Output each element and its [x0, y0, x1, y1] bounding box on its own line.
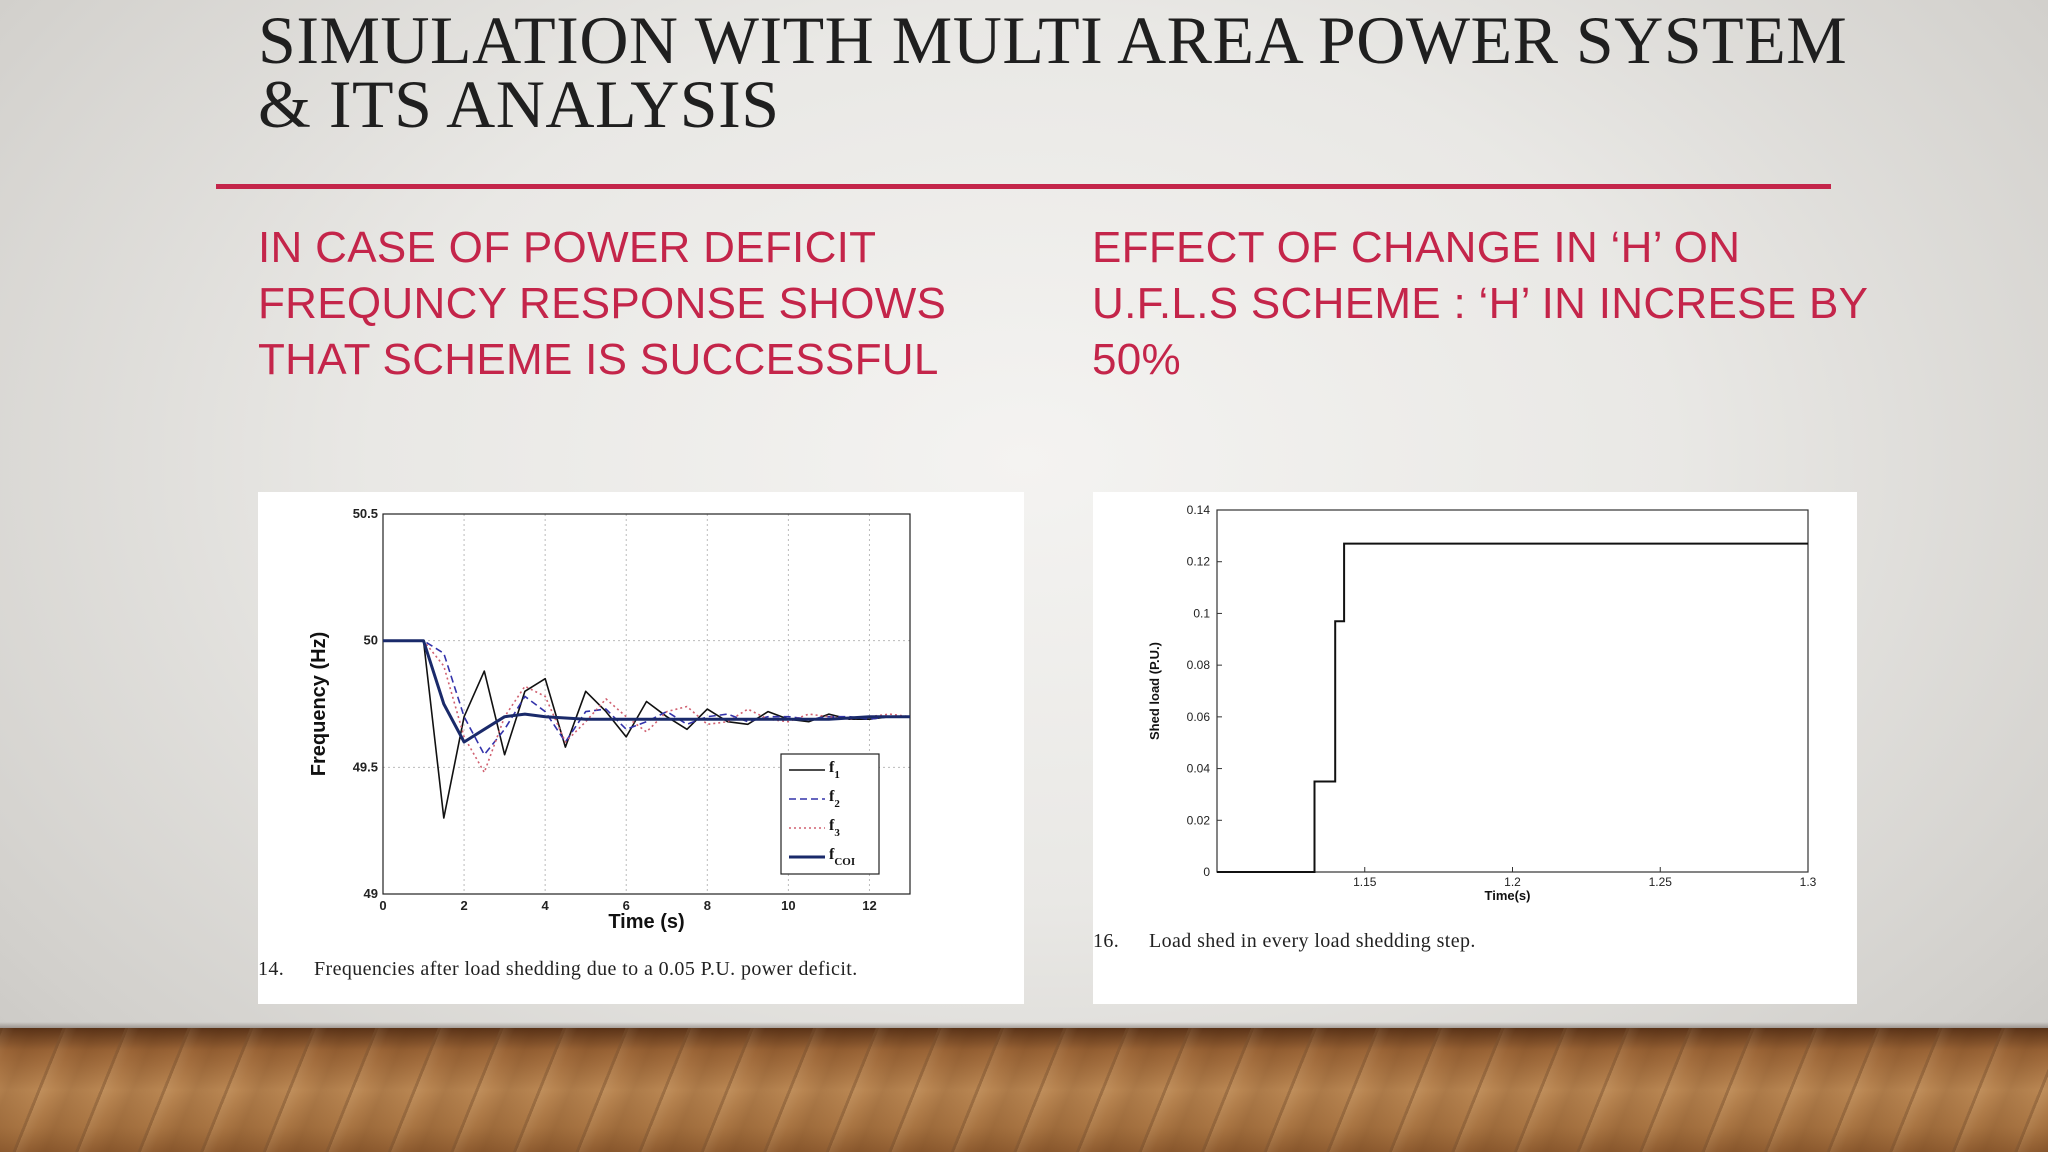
series-line-f2 [383, 639, 910, 756]
x-axis-label: Time(s) [1485, 888, 1531, 903]
slide-title-line-1: SIMULATION WITH MULTI AREA POWER SYSTEM [258, 2, 1848, 78]
left-heading-line: FREQUNCY RESPONSE SHOWS [258, 279, 947, 328]
series-line-f1 [383, 639, 910, 819]
frequency-figure: 0 2 4 6 8 10 12 49 49.5 50 50.5 Time (s) Frequency (… [258, 492, 1024, 1004]
y-axis-label: Shed load (P.U.) [1147, 642, 1162, 740]
y-tick-label: 0.14 [1187, 503, 1211, 517]
wood-floor-decoration [0, 1028, 2048, 1152]
y-axis-label: Frequency (Hz) [308, 632, 330, 776]
y-tick-label: 0.02 [1187, 813, 1211, 827]
caption-text: Frequencies after load shedding due to a… [314, 958, 858, 980]
left-heading-line: THAT SCHEME IS SUCCESSFUL [258, 335, 939, 384]
plot-frame [382, 513, 911, 895]
x-tick-label: 10 [781, 898, 795, 913]
x-tick-label: 1.2 [1504, 875, 1521, 889]
legend-label-subscript: 2 [834, 798, 840, 810]
x-tick-label: 1.3 [1800, 875, 1817, 889]
caption-text: Load shed in every load shedding step. [1149, 930, 1476, 952]
legend-label-subscript: 1 [834, 769, 840, 781]
left-heading: IN CASE OF POWER DEFICIT FREQUNCY RESPON… [258, 220, 1018, 388]
x-tick-label: 4 [542, 898, 550, 913]
x-tick-label: 1.15 [1353, 875, 1377, 889]
x-tick-label: 12 [862, 898, 876, 913]
y-tick-label: 50 [364, 633, 378, 648]
plot-frame [1216, 509, 1809, 873]
right-heading-line: U.F.L.S SCHEME : ‘H’ IN INCRESE BY [1092, 279, 1869, 328]
slide-title-line-2: & ITS ANALYSIS [258, 66, 780, 142]
x-tick-label: 6 [623, 898, 630, 913]
caption-number: 14. [258, 958, 285, 980]
right-heading-line: 50% [1092, 335, 1181, 384]
x-tick-label: 8 [704, 898, 711, 913]
frequency-figure-caption: 14. Frequencies after load shedding due t… [258, 958, 858, 981]
slide-title: SIMULATION WITH MULTI AREA POWER SYSTEM … [258, 2, 1898, 142]
y-tick-label: 0.08 [1187, 658, 1211, 672]
y-tick-label: 0 [1203, 865, 1210, 879]
x-axis-label: Time (s) [608, 911, 684, 933]
right-heading-line: EFFECT OF CHANGE IN ‘H’ ON [1092, 223, 1741, 272]
y-tick-label: 50.5 [353, 506, 378, 521]
x-tick-label: 2 [460, 898, 467, 913]
legend-label: f1 [829, 759, 840, 781]
load-shed-figure-caption: 16. Load shed in every load shedding step… [1093, 930, 1476, 953]
series-line-f3 [383, 639, 911, 774]
x-tick-label: 1.25 [1649, 875, 1673, 889]
y-tick-label: 49 [364, 886, 378, 901]
legend-label: f3 [829, 817, 840, 839]
caption-number: 16. [1093, 930, 1120, 952]
y-tick-label: 49.5 [353, 759, 378, 774]
y-tick-label: 0.1 [1193, 606, 1210, 620]
series-line-fCOI [383, 639, 910, 744]
right-heading: EFFECT OF CHANGE IN ‘H’ ON U.F.L.S SCHEM… [1092, 220, 1872, 388]
legend-box [780, 753, 880, 875]
legend-label-subscript: COI [834, 856, 855, 868]
legend-label-subscript: 3 [834, 827, 840, 839]
title-divider [216, 184, 1831, 189]
load-shed-chart: 0 0.02 0.04 0.06 0.08 0.1 0.12 0.14 1.15 1.2 1.25 1… [1147, 503, 1817, 903]
floor-shadow [0, 1022, 2048, 1032]
load-shed-figure: 0 0.02 0.04 0.06 0.08 0.1 0.12 0.14 1.15 1.2 1.25 1… [1093, 492, 1857, 1004]
x-tick-label: 0 [379, 898, 386, 913]
y-tick-label: 0.04 [1187, 762, 1211, 776]
y-tick-label: 0.12 [1187, 555, 1211, 569]
legend-label: f2 [829, 788, 840, 810]
series-line-shed-load [1217, 542, 1808, 873]
y-tick-label: 0.06 [1187, 710, 1211, 724]
left-heading-line: IN CASE OF POWER DEFICIT [258, 223, 877, 272]
